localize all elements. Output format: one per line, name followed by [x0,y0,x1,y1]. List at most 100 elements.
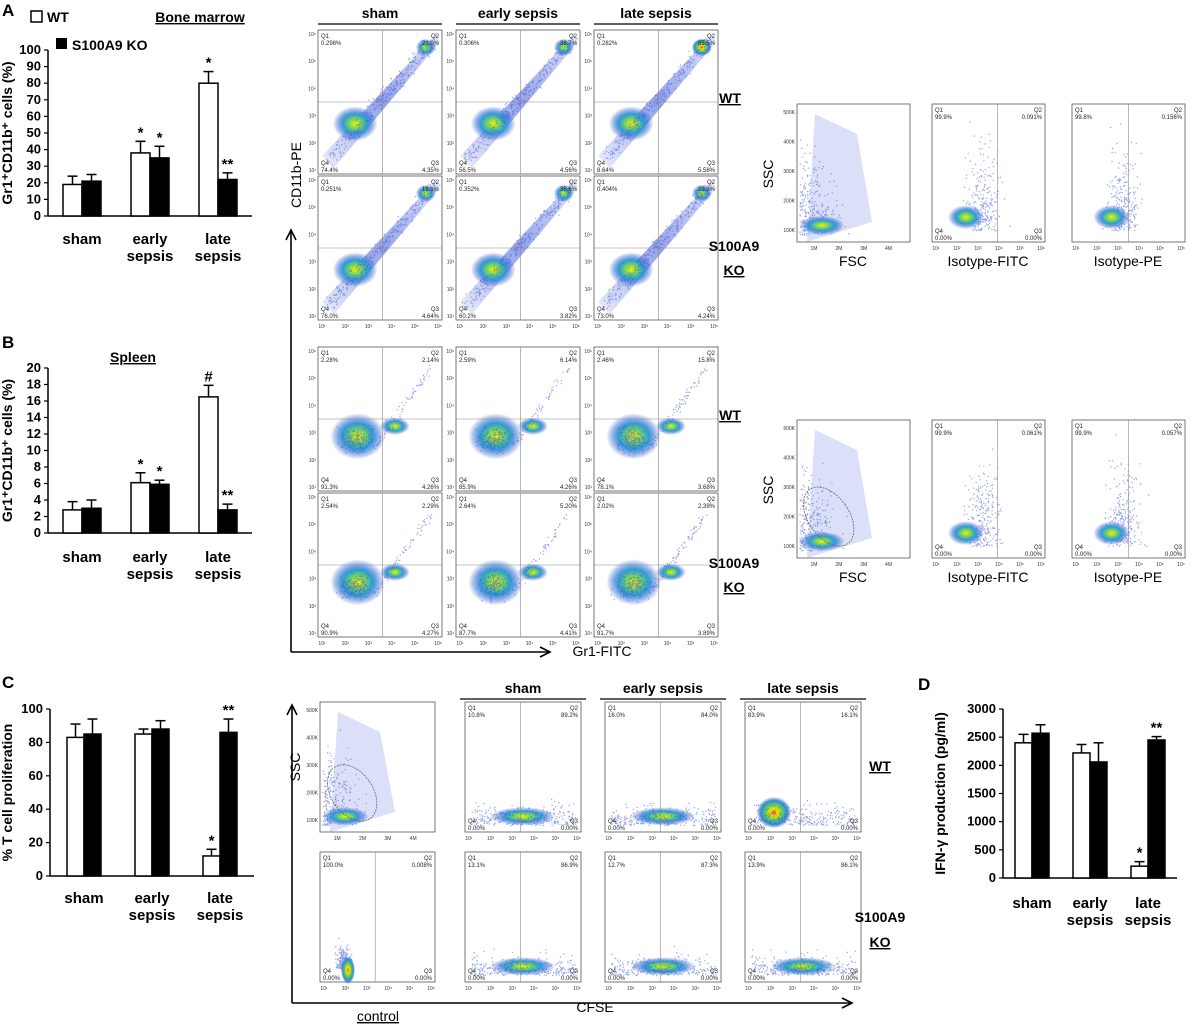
y-log-tick: 10⁵ [584,522,592,528]
quadrant-q1-value: 12.7% [608,863,626,869]
arrow-head [539,646,552,658]
quadrant-q1-value: 99.9% [935,115,953,121]
quadrant-q1-value: 0.404% [597,187,618,193]
y-tick-label: 70 [27,92,41,107]
x-log-tick: 10⁴ [388,324,396,330]
y-log-tick: 10⁵ [446,376,454,382]
quadrant-q2-value: 0.057% [1162,431,1183,437]
chart-title: Bone marrow [155,9,245,25]
quadrant-q1-value: 10.8% [468,713,486,719]
arrow-head [286,703,298,716]
fsc-tick: 3M [860,246,867,252]
cell-gate [327,764,378,822]
quadrant-q4: Q4 [748,819,757,825]
y-tick-label: 16 [27,393,41,408]
x-log-tick: 10⁶ [853,986,861,992]
chart-c-t-cell-proliferation: 0 20 40 60 80 100 % T cell proliferation sham ea… [0,701,254,924]
x-log-tick: 10⁵ [552,986,560,992]
y-log-tick: 10³ [309,577,317,583]
x-log-tick: 10⁴ [526,641,534,647]
event-dots [461,181,572,310]
quadrant-q3-value: 4.27% [422,631,440,637]
category-label: late [205,231,231,248]
x-log-tick: 10⁵ [406,986,414,992]
ssc-tick: 200K [306,791,318,797]
x-log-tick: 10² [627,836,635,842]
quadrant-q3-value: 3.68% [698,485,716,491]
y-tick-label: 60 [29,768,43,783]
row-label-ko-2: KO [724,262,745,278]
significance-mark: * [209,832,215,849]
quadrant-q4: Q4 [321,624,330,630]
significance-mark: # [204,368,213,385]
x-log-tick: 10⁶ [573,986,581,992]
x-log-tick: 10³ [509,836,517,842]
event-dots [751,949,857,977]
y-tick-label: 100 [19,42,41,57]
density-hotspot [518,563,548,581]
y-log-tick: 10⁴ [446,403,454,409]
y-log-tick: 10³ [585,431,593,437]
quadrant-q4-value: 56.5% [459,168,477,174]
fsc-tick: 1M [334,836,341,842]
x-log-tick: 10⁴ [1135,246,1143,252]
bar-wt-1 [134,733,153,877]
fsc-ssc-plot: 500K 400K 300K 200K 100K 1M 2M 3M 4M [783,419,911,568]
fsc-tick: 4M [885,246,892,252]
flow-plot: Q10.282%Q285.5%Q48.64%Q35.58%10¹10¹10²10… [584,29,719,184]
row-label-ko-2: KO [870,934,891,950]
x-log-tick: 10¹ [456,324,464,330]
x-log-tick: 10⁴ [388,641,396,647]
x-log-tick: 10⁶ [1177,562,1185,568]
fsc-tick: 2M [835,246,842,252]
quadrant-q3: Q3 [707,478,716,484]
x-log-tick: 10³ [509,986,517,992]
density-hotspot [947,205,984,230]
quadrant-q4: Q4 [608,819,617,825]
y-log-tick: 10³ [585,114,593,120]
y-tick-label: 30 [27,158,41,173]
y-log-tick: 10² [585,141,593,147]
y-log-tick: 10¹ [447,631,455,637]
cfse-axis-label: CFSE [576,999,613,1015]
x-log-tick: 10¹ [932,562,940,568]
event-dots [610,514,708,603]
significance-mark: * [157,129,163,146]
density-hotspot [606,413,661,460]
x-log-tick: 10⁴ [384,986,392,992]
bar-wt-2 [202,855,221,877]
fsc-ssc-plot: 500K 400K 300K 200K 100K 1M 2M 3M 4M [783,103,911,252]
y-tick-label: 2 [34,509,41,524]
quadrant-q3: Q3 [710,969,719,975]
flow-cytometry-c: sham early sepsis late sepsis 500K 400K 300K 2… [286,680,906,1024]
quadrant-q1-value: 2.59% [459,358,477,364]
category-label: late [1135,895,1161,912]
ssc-label: SSC [760,476,776,505]
quadrant-q4-value: 76.0% [321,314,339,320]
y-tick-label: 40 [27,142,41,157]
flow-plot: Q12.46%Q215.8%Q478.1%Q33.68%10¹10¹10²10²… [584,346,719,501]
panel-label-c: C [2,673,14,692]
quadrant-q3: Q3 [431,307,440,313]
x-log-tick: 10² [767,836,775,842]
plot-frame [931,419,1046,559]
y-tick-label: 18 [27,377,41,392]
quadrant-q2: Q2 [569,351,578,357]
y-axis-label: IFN-γ production (pg/ml) [932,712,948,875]
quadrant-q2-value: 35.6% [560,187,578,193]
x-log-tick: 10² [342,324,350,330]
significance-mark: ** [223,702,235,719]
x-log-tick: 10³ [649,836,657,842]
fsc-label: FSC [839,253,867,269]
quadrant-q1: Q1 [459,180,468,186]
quadrant-q4: Q4 [935,229,944,235]
y-log-tick: 10¹ [447,485,455,491]
y-tick-label: 100 [21,701,43,716]
quadrant-q1: Q1 [323,856,332,862]
density-hotspot [799,215,845,236]
